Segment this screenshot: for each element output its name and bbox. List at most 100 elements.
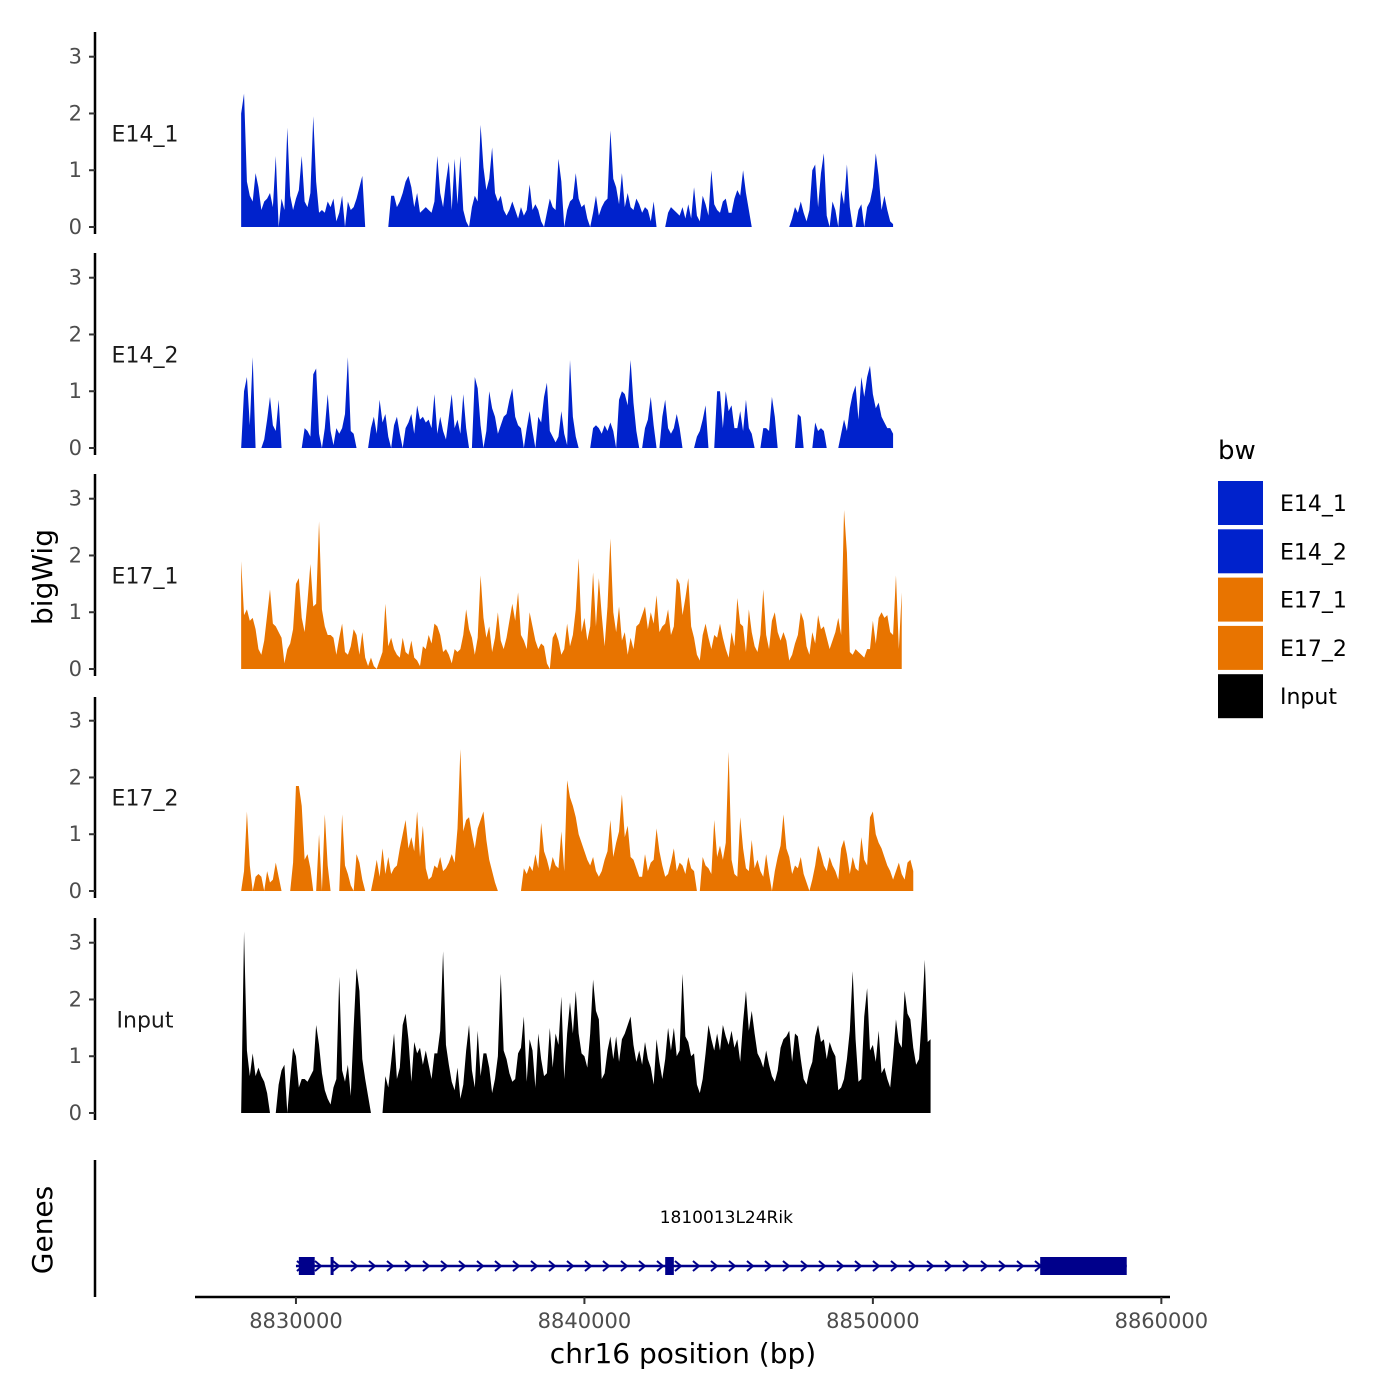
y-tick-label: 1 — [69, 379, 82, 403]
gene-1810013L24Rik: 1810013L24Rik — [295, 1208, 1127, 1275]
strand-arrow — [602, 1260, 611, 1272]
strand-arrow — [314, 1260, 323, 1272]
strand-arrow — [908, 1260, 917, 1272]
strand-arrow — [710, 1260, 719, 1272]
strand-arrow — [800, 1260, 809, 1272]
genes-panel-title: Genes — [26, 1186, 59, 1274]
legend-item-E17_2: E17_2 — [1218, 625, 1347, 670]
signal-area-E17_1 — [241, 510, 902, 669]
y-tick-label: 3 — [69, 487, 82, 511]
strand-arrow — [944, 1260, 953, 1272]
strand-arrow — [368, 1260, 377, 1272]
strand-arrow — [332, 1260, 341, 1272]
strand-arrow — [926, 1260, 935, 1272]
strand-arrow — [458, 1260, 467, 1272]
signal-area-E14_1 — [241, 93, 894, 227]
legend-label: E14_1 — [1280, 492, 1347, 517]
strand-arrow — [872, 1260, 881, 1272]
legend-swatch — [1218, 529, 1263, 574]
legend-item-E14_2: E14_2 — [1218, 529, 1347, 574]
strand-arrow — [620, 1260, 629, 1272]
strand-arrow — [692, 1260, 701, 1272]
strand-arrow — [674, 1260, 683, 1272]
legend-label: Input — [1280, 685, 1337, 710]
track-Input: 0 1 2 3 Input — [69, 918, 931, 1125]
track-E14_1: 0 1 2 3 E14_1 — [69, 32, 894, 239]
x-tick-label: 8830000 — [249, 1309, 343, 1333]
strand-arrow — [836, 1260, 845, 1272]
y-tick-label: 0 — [69, 215, 82, 239]
strand-arrow — [350, 1260, 359, 1272]
strand-arrow — [512, 1260, 521, 1272]
strand-arrow — [530, 1260, 539, 1272]
x-axis: 8830000 8840000 8850000 8860000 — [195, 1295, 1209, 1333]
strand-arrow — [440, 1260, 449, 1272]
legend-item-E17_1: E17_1 — [1218, 577, 1347, 622]
legend-label: E17_1 — [1280, 589, 1347, 614]
y-tick-label: 3 — [69, 931, 82, 955]
strand-arrow — [656, 1260, 665, 1272]
y-tick-label: 1 — [69, 158, 82, 182]
track-E17_2: 0 1 2 3 E17_2 — [69, 697, 914, 903]
legend-item-Input: Input — [1218, 674, 1337, 719]
gene-name-label: 1810013L24Rik — [660, 1208, 793, 1228]
y-tick-label: 3 — [69, 45, 82, 69]
gene-exon — [330, 1257, 334, 1275]
y-tick-label: 2 — [69, 765, 82, 789]
y-tick-label: 0 — [69, 1101, 82, 1125]
legend-swatch — [1218, 625, 1263, 670]
y-tick-label: 1 — [69, 1044, 82, 1068]
signal-area-E17_2 — [241, 749, 914, 891]
strand-arrow — [818, 1260, 827, 1272]
gene-exon — [1040, 1257, 1127, 1275]
gene-exon — [665, 1257, 674, 1275]
track-label-E14_1: E14_1 — [112, 122, 179, 147]
strand-arrow — [494, 1260, 503, 1272]
strand-arrow — [476, 1260, 485, 1272]
y-tick-label: 2 — [69, 101, 82, 125]
track-label-E17_1: E17_1 — [112, 564, 179, 589]
strand-arrow — [782, 1260, 791, 1272]
strand-arrow — [890, 1260, 899, 1272]
strand-arrow — [566, 1260, 575, 1272]
y-tick-label: 2 — [69, 543, 82, 567]
x-tick-label: 8840000 — [538, 1309, 632, 1333]
y-tick-label: 0 — [69, 436, 82, 460]
strand-arrow — [548, 1260, 557, 1272]
track-E14_2: 0 1 2 3 E14_2 — [69, 253, 894, 460]
track-label-E17_2: E17_2 — [112, 786, 179, 811]
y-tick-label: 0 — [69, 657, 82, 681]
y-tick-label: 3 — [69, 266, 82, 290]
y-tick-label: 1 — [69, 822, 82, 846]
strand-arrow — [638, 1260, 647, 1272]
legend-title: bw — [1218, 436, 1256, 466]
y-tick-label: 0 — [69, 879, 82, 903]
strand-arrow — [854, 1260, 863, 1272]
legend-swatch — [1218, 481, 1263, 525]
legend: bw E14_1 E14_2 E17_1 E17_2 Input — [1218, 436, 1347, 719]
strand-arrow — [1016, 1260, 1025, 1272]
strand-arrow — [962, 1260, 971, 1272]
x-tick-label: 8860000 — [1115, 1309, 1209, 1333]
legend-swatch — [1218, 674, 1263, 719]
x-axis-title: chr16 position (bp) — [550, 1337, 816, 1370]
strand-arrow — [998, 1260, 1007, 1272]
strand-arrow — [404, 1260, 413, 1272]
x-tick-label: 8850000 — [826, 1309, 920, 1333]
strand-arrow — [584, 1260, 593, 1272]
y-tick-label: 2 — [69, 322, 82, 346]
y-tick-label: 1 — [69, 600, 82, 624]
strand-arrow — [980, 1260, 989, 1272]
legend-swatch — [1218, 577, 1263, 622]
signal-area-Input — [241, 931, 931, 1113]
strand-arrow — [764, 1260, 773, 1272]
legend-label: E17_2 — [1280, 637, 1347, 662]
genes-panel: 1810013L24Rik — [93, 1160, 1127, 1297]
strand-arrow — [422, 1260, 431, 1272]
bigwig-tracks: 0 1 2 3 E14_1 0 1 2 3 E14_2 0 1 2 3 E17_1 0 1 2 3 E17_2 0 1 2 3… — [69, 32, 931, 1125]
gene-exon — [298, 1257, 315, 1275]
signal-area-E14_2 — [241, 357, 894, 448]
track-label-E14_2: E14_2 — [112, 343, 179, 368]
y-tick-label: 3 — [69, 709, 82, 733]
